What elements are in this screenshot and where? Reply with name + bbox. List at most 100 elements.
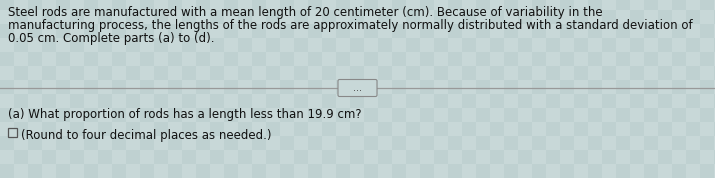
- Bar: [350, 10, 364, 24]
- Bar: [56, 80, 70, 94]
- Bar: [672, 80, 686, 94]
- Bar: [700, 164, 714, 178]
- Bar: [84, 108, 98, 122]
- Bar: [154, 38, 168, 52]
- Bar: [406, 66, 420, 80]
- Bar: [308, 80, 322, 94]
- Bar: [378, 10, 392, 24]
- Bar: [224, 52, 238, 66]
- Bar: [238, 150, 252, 164]
- Bar: [672, 108, 686, 122]
- Bar: [154, 66, 168, 80]
- Bar: [154, 122, 168, 136]
- Bar: [210, 38, 224, 52]
- Bar: [560, 164, 574, 178]
- Bar: [602, 38, 616, 52]
- Bar: [476, 164, 490, 178]
- Bar: [308, 24, 322, 38]
- Bar: [462, 150, 476, 164]
- FancyBboxPatch shape: [338, 80, 377, 96]
- Bar: [126, 38, 140, 52]
- Bar: [504, 52, 518, 66]
- Bar: [672, 52, 686, 66]
- Bar: [574, 66, 588, 80]
- Bar: [252, 136, 266, 150]
- Bar: [252, 164, 266, 178]
- Bar: [182, 66, 196, 80]
- Bar: [252, 24, 266, 38]
- Bar: [196, 0, 210, 10]
- Bar: [462, 66, 476, 80]
- Bar: [126, 150, 140, 164]
- Bar: [602, 94, 616, 108]
- Bar: [350, 38, 364, 52]
- Bar: [196, 136, 210, 150]
- Bar: [532, 164, 546, 178]
- Bar: [434, 122, 448, 136]
- Bar: [112, 24, 126, 38]
- Bar: [434, 150, 448, 164]
- Bar: [392, 164, 406, 178]
- Bar: [490, 150, 504, 164]
- Bar: [28, 80, 42, 94]
- Bar: [112, 80, 126, 94]
- Bar: [280, 108, 294, 122]
- Bar: [714, 122, 715, 136]
- Bar: [42, 10, 56, 24]
- Bar: [252, 52, 266, 66]
- Bar: [210, 150, 224, 164]
- Bar: [238, 38, 252, 52]
- Bar: [294, 150, 308, 164]
- Bar: [322, 10, 336, 24]
- Bar: [224, 24, 238, 38]
- Bar: [14, 150, 28, 164]
- Bar: [588, 0, 602, 10]
- Bar: [0, 0, 14, 10]
- Bar: [434, 94, 448, 108]
- Bar: [546, 38, 560, 52]
- Bar: [532, 24, 546, 38]
- Bar: [266, 66, 280, 80]
- Bar: [196, 108, 210, 122]
- Bar: [308, 136, 322, 150]
- Bar: [308, 164, 322, 178]
- Bar: [280, 136, 294, 150]
- Bar: [616, 80, 630, 94]
- Bar: [644, 80, 658, 94]
- Bar: [700, 52, 714, 66]
- Bar: [294, 38, 308, 52]
- Bar: [168, 164, 182, 178]
- Bar: [8, 128, 17, 137]
- Bar: [364, 52, 378, 66]
- Bar: [0, 24, 14, 38]
- Bar: [14, 38, 28, 52]
- Bar: [56, 24, 70, 38]
- Bar: [238, 66, 252, 80]
- Bar: [560, 136, 574, 150]
- Bar: [378, 150, 392, 164]
- Bar: [574, 122, 588, 136]
- Bar: [434, 38, 448, 52]
- Bar: [420, 136, 434, 150]
- Bar: [714, 66, 715, 80]
- Bar: [560, 52, 574, 66]
- Bar: [448, 0, 462, 10]
- Bar: [406, 122, 420, 136]
- Bar: [630, 150, 644, 164]
- Bar: [168, 80, 182, 94]
- Bar: [238, 122, 252, 136]
- Bar: [392, 108, 406, 122]
- Bar: [140, 24, 154, 38]
- Bar: [238, 94, 252, 108]
- Bar: [518, 66, 532, 80]
- Bar: [560, 0, 574, 10]
- Bar: [336, 52, 350, 66]
- Bar: [644, 108, 658, 122]
- Bar: [70, 150, 84, 164]
- Text: 0.05 cm. Complete parts (a) to (d).: 0.05 cm. Complete parts (a) to (d).: [8, 32, 214, 45]
- Bar: [154, 94, 168, 108]
- Bar: [56, 164, 70, 178]
- Bar: [280, 80, 294, 94]
- Bar: [602, 150, 616, 164]
- Bar: [476, 0, 490, 10]
